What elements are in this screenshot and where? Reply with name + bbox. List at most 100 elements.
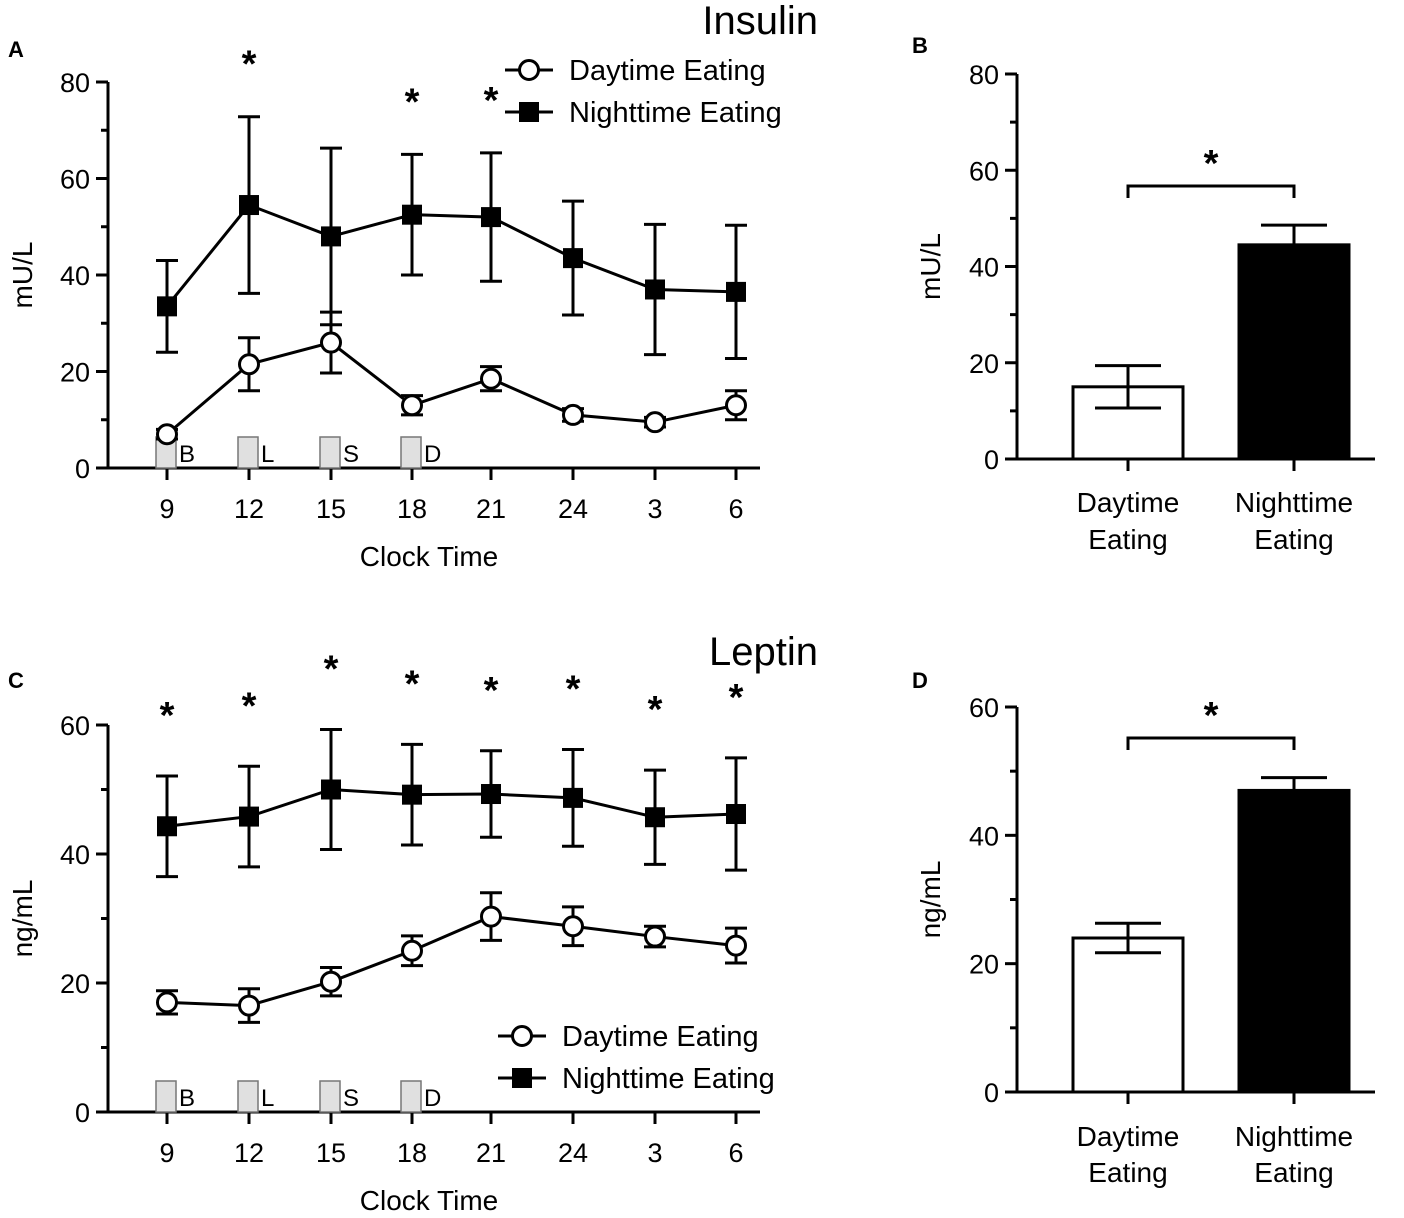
x-tick-label: 6 — [728, 1138, 743, 1168]
significance-star: * — [566, 669, 581, 711]
meal-marker — [400, 436, 422, 469]
y-tick-label: 60 — [60, 165, 90, 195]
data-point — [239, 195, 259, 216]
x-tick-label: Daytime — [1077, 487, 1180, 518]
y-tick-label: 40 — [60, 261, 90, 291]
x-tick-label: 9 — [159, 494, 174, 524]
chart-title: Insulin — [702, 0, 818, 43]
x-axis-title: Clock Time — [360, 1185, 498, 1213]
x-tick-label: Eating — [1254, 1157, 1333, 1188]
significance-star: * — [484, 80, 499, 122]
legend-marker — [511, 1025, 533, 1047]
data-point — [645, 279, 665, 300]
y-tick-label: 0 — [984, 445, 999, 475]
legend-marker — [518, 59, 540, 81]
significance-star: * — [242, 685, 257, 727]
data-point — [563, 787, 583, 808]
y-tick-label: 60 — [969, 693, 999, 723]
legend-marker — [512, 1068, 532, 1088]
y-tick-label: 40 — [60, 840, 90, 870]
data-point — [725, 934, 747, 957]
data-point — [480, 905, 502, 928]
data-point — [157, 816, 177, 837]
significance-star: * — [160, 695, 175, 737]
leptin-timecourse-chart: C Leptin 0 20 40 60 9 12 15 18 21 24 3 6 Clock Time ng/… — [7, 630, 818, 1216]
insulin-timecourse-chart: A Insulin 0 20 40 60 80 9 12 15 18 21 24 3 6 Clock Time… — [7, 0, 818, 572]
data-point — [157, 296, 177, 317]
series-daytime-eating — [156, 310, 747, 446]
x-tick-label: 3 — [647, 1138, 662, 1168]
data-point — [725, 394, 747, 417]
data-point — [320, 970, 342, 993]
data-point — [563, 248, 583, 269]
significance-bracket — [1126, 184, 1296, 198]
meal-marker — [155, 1080, 177, 1113]
significance-star: * — [405, 663, 420, 705]
panel-letter: D — [912, 668, 928, 693]
x-tick-label: Nighttime — [1235, 1121, 1353, 1152]
x-tick-label: Eating — [1088, 524, 1167, 555]
y-axis-title: ng/mL — [7, 880, 38, 958]
significance-star: * — [1204, 143, 1219, 185]
legend-label: Daytime Eating — [569, 55, 766, 87]
legend-marker — [519, 102, 539, 122]
y-axis-title: mU/L — [7, 242, 38, 309]
data-point — [320, 331, 342, 354]
data-point — [321, 779, 341, 800]
meal-label: D — [424, 1085, 441, 1112]
bar-nighttime-eating — [1237, 788, 1351, 1094]
significance-star: * — [324, 649, 339, 691]
significance-star: * — [405, 81, 420, 123]
meal-marker — [237, 1080, 259, 1113]
x-tick-label: 3 — [647, 494, 662, 524]
x-tick-label: 18 — [397, 494, 427, 524]
meal-label: B — [179, 1085, 195, 1112]
significance-star: * — [1204, 695, 1219, 737]
y-tick-label: 0 — [75, 1098, 90, 1128]
data-point — [481, 207, 501, 228]
meal-label: L — [261, 441, 274, 468]
y-tick-label: 60 — [969, 156, 999, 186]
chart-title: Leptin — [709, 630, 818, 674]
meal-label: S — [343, 441, 359, 468]
data-point — [562, 403, 584, 426]
significance-star: * — [648, 689, 663, 731]
data-point — [156, 423, 178, 446]
x-tick-label: 21 — [476, 494, 506, 524]
x-tick-label: Daytime — [1077, 1121, 1180, 1152]
data-point — [321, 226, 341, 247]
meal-label: L — [261, 1085, 274, 1112]
significance-star: * — [242, 44, 257, 86]
data-point — [726, 804, 746, 825]
data-point — [481, 784, 501, 805]
panel-letter: B — [912, 33, 928, 58]
y-axis-title: ng/mL — [915, 861, 946, 939]
significance-star: * — [729, 677, 744, 719]
series-line — [166, 340, 737, 436]
bar-nighttime-eating — [1237, 243, 1351, 461]
data-point — [645, 807, 665, 828]
x-axis-title: Clock Time — [360, 541, 498, 572]
y-tick-label: 20 — [969, 349, 999, 379]
data-point — [402, 204, 422, 225]
y-tick-label: 20 — [60, 358, 90, 388]
panel-letter: A — [8, 37, 24, 62]
x-tick-label: Eating — [1088, 1157, 1167, 1188]
panel-letter: C — [8, 668, 24, 693]
insulin-bar-chart: B 0 20 40 60 80 mU/L Daytime Eating Nighttime Eati… — [912, 33, 1375, 555]
data-point — [562, 915, 584, 938]
significance-bracket — [1126, 736, 1296, 750]
y-tick-label: 0 — [984, 1078, 999, 1108]
data-point — [156, 991, 178, 1014]
data-point — [238, 994, 260, 1017]
y-tick-label: 80 — [60, 68, 90, 98]
data-point — [401, 939, 423, 962]
y-tick-label: 0 — [75, 454, 90, 484]
data-point — [644, 925, 666, 948]
legend-label: Nighttime Eating — [569, 97, 782, 129]
data-point — [401, 394, 423, 417]
data-point — [726, 281, 746, 302]
series-line — [166, 915, 737, 1008]
meal-marker — [319, 436, 341, 469]
